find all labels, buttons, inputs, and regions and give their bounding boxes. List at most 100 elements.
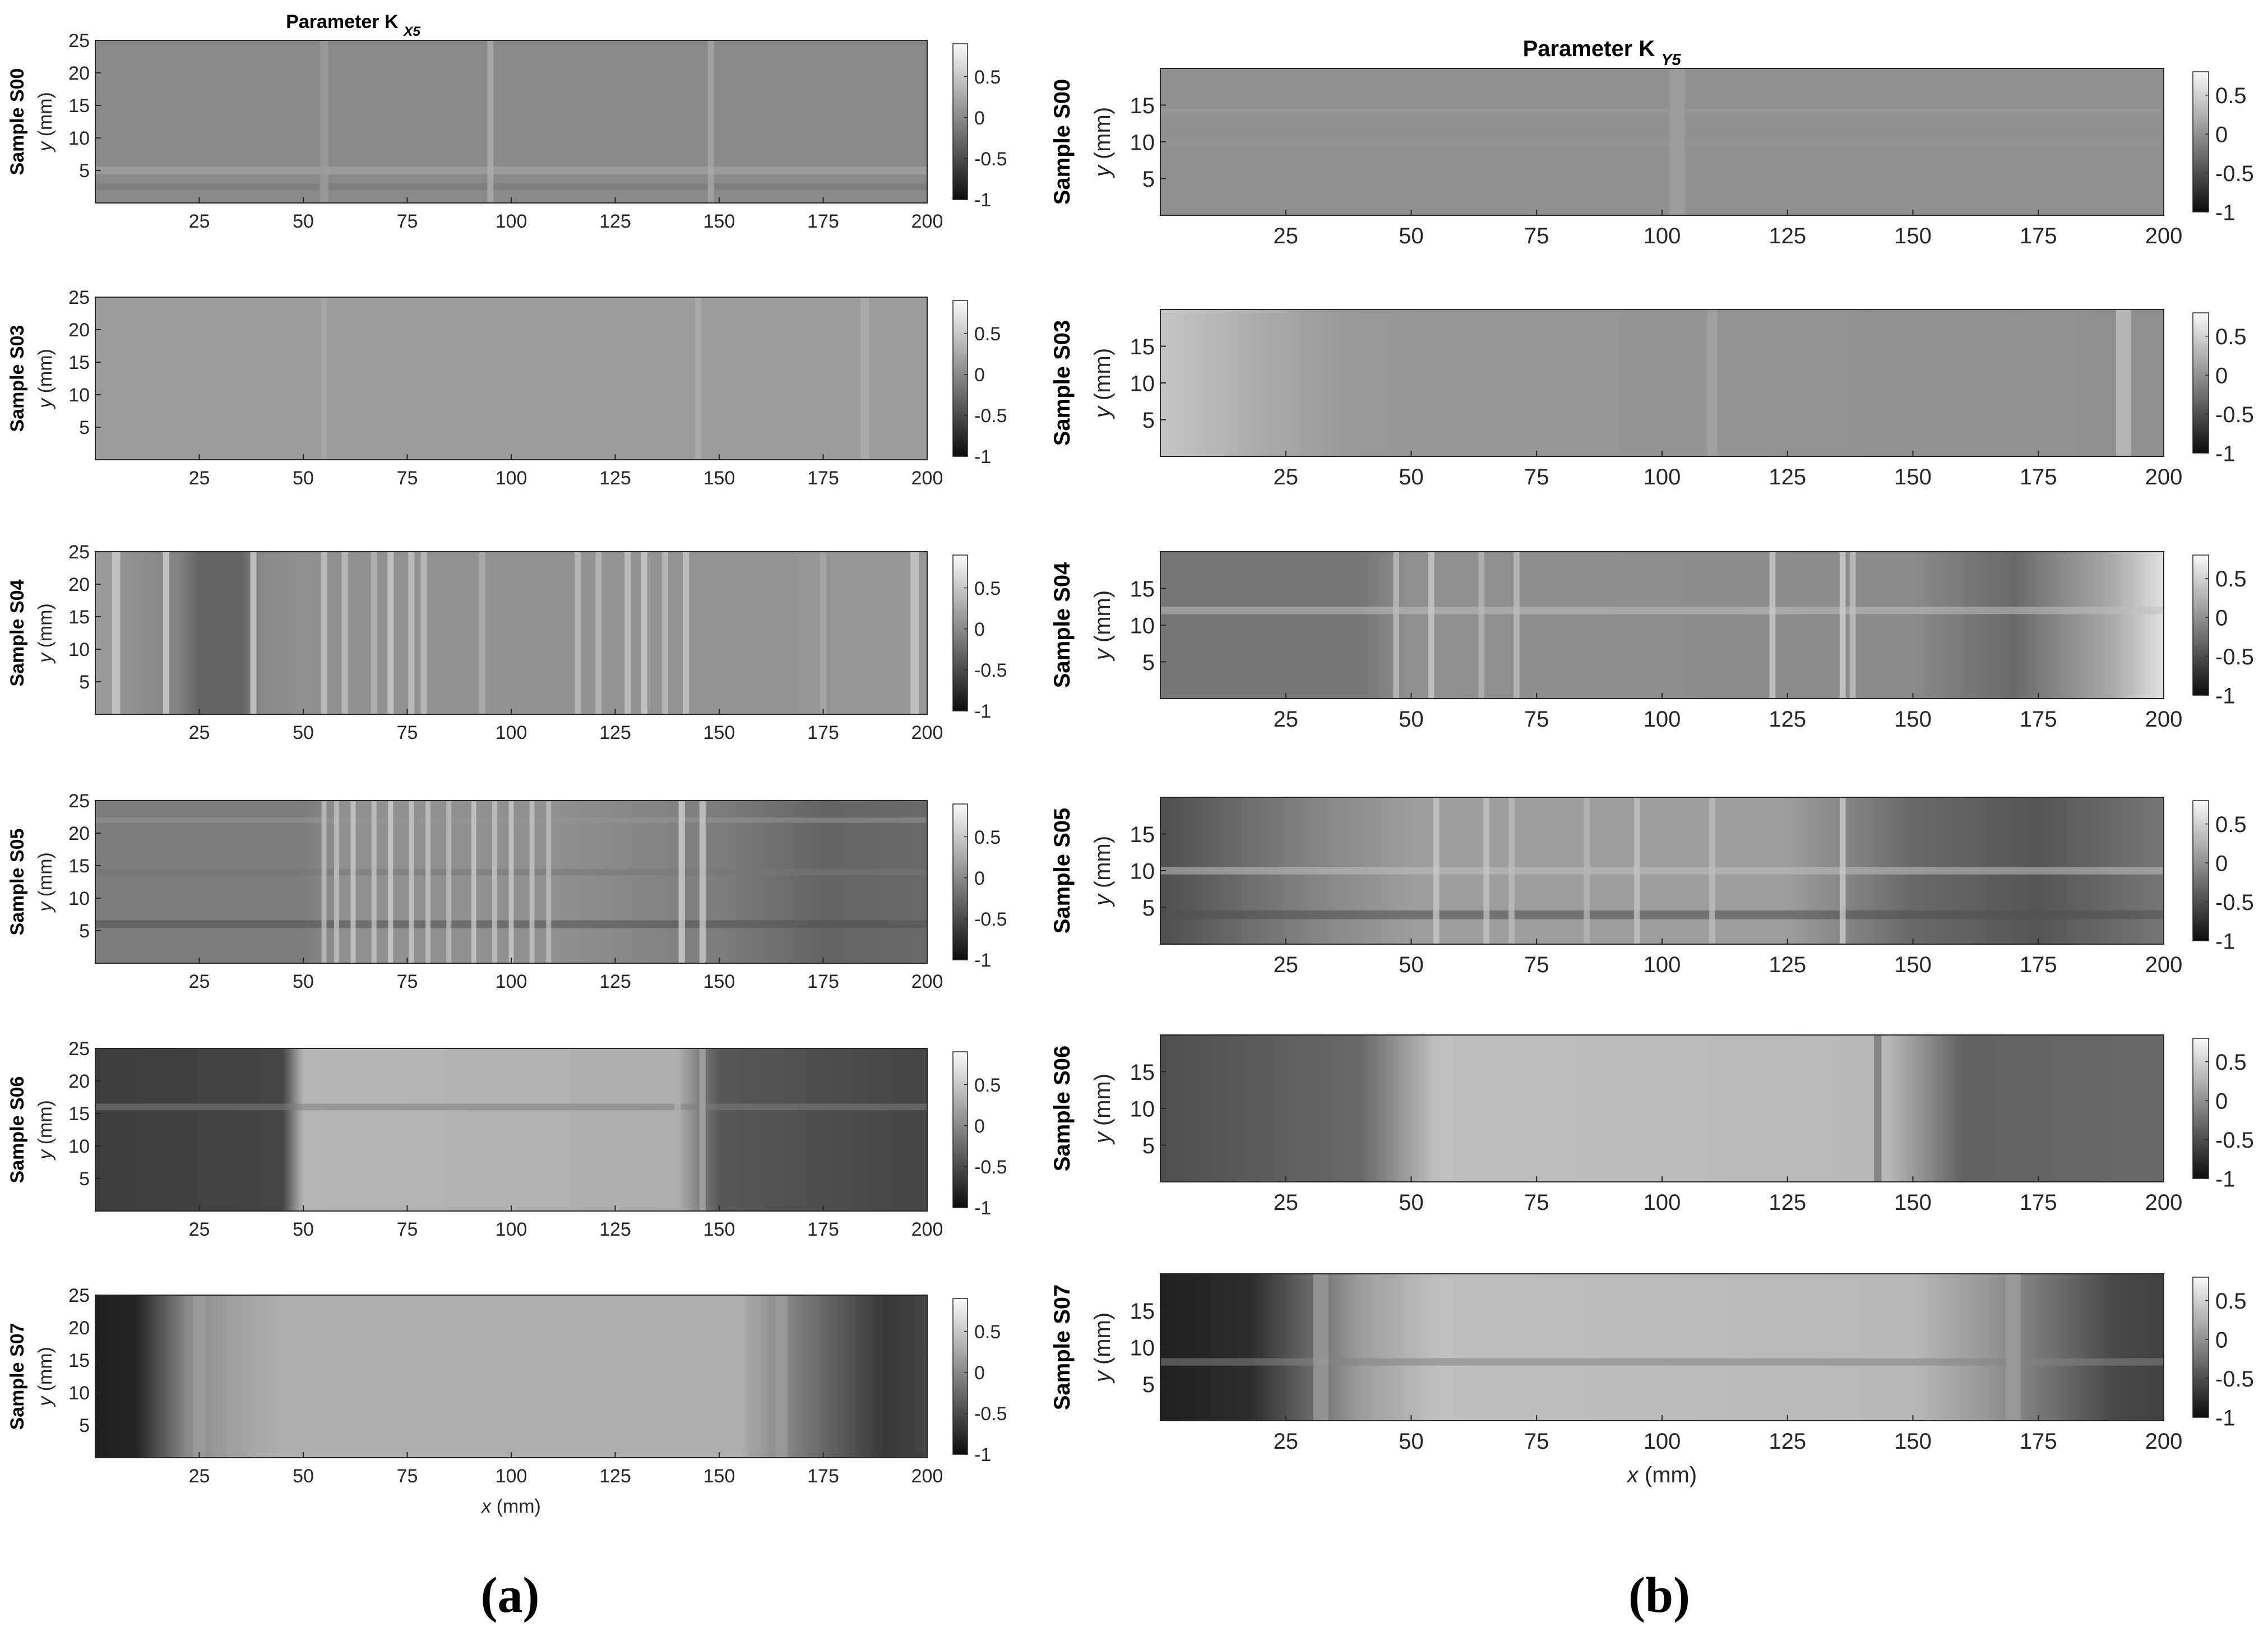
x-tick-label: 200 — [911, 468, 943, 489]
x-tick-label: 50 — [293, 1466, 314, 1487]
y-tick-label: 25 — [68, 791, 90, 812]
x-tick-label: 175 — [807, 1466, 839, 1487]
x-tick-label: 75 — [1524, 953, 1549, 977]
heatmap-stripe — [695, 297, 702, 460]
heatmap-band — [1160, 1358, 2164, 1366]
y-axis-label: y (mm) — [35, 92, 56, 152]
x-tick-label: 50 — [293, 971, 314, 992]
colorbar — [952, 1298, 968, 1455]
heatmap-stripe — [321, 552, 327, 714]
colorbar-tick-label: -1 — [974, 446, 991, 468]
colorbar-tick-label: -1 — [974, 1444, 991, 1466]
colorbar-tick-label: -0.5 — [2215, 645, 2254, 669]
colorbar-tick-label: 0.5 — [974, 67, 1001, 88]
x-tick-label: 50 — [1399, 707, 1424, 732]
heatmap-stripe — [341, 552, 348, 714]
heatmap-band — [1160, 138, 2164, 146]
heatmap-stripe — [387, 552, 394, 714]
heatmap-stripe — [226, 1295, 239, 1458]
x-tick-label: 25 — [189, 468, 210, 489]
heatmap-stripe — [683, 552, 689, 714]
y-tick-label: 15 — [68, 607, 90, 628]
x-tick-label: 175 — [2020, 707, 2057, 732]
y-tick-label: 5 — [79, 1168, 90, 1190]
heatmap-stripe — [371, 552, 377, 714]
x-tick-label: 75 — [397, 1466, 418, 1487]
heatmap-band — [1160, 109, 2164, 117]
sample-row-label: Sample S03 — [7, 325, 28, 432]
heatmap-stripe — [775, 1295, 788, 1458]
x-tick-label: 75 — [1524, 707, 1549, 732]
heatmap-stripe — [595, 552, 602, 714]
colorbar-tick-label: 0.5 — [2215, 567, 2247, 591]
x-tick-label: 125 — [1769, 1429, 1806, 1454]
colorbar — [2192, 71, 2209, 212]
colorbar — [2192, 800, 2209, 941]
heatmap-band — [1160, 910, 2164, 919]
colorbar-tick-label: 0.5 — [974, 323, 1001, 345]
heatmap-stripe — [1584, 797, 1590, 944]
colorbar — [952, 1051, 968, 1208]
sample-row-label: Sample S06 — [7, 1076, 28, 1184]
heatmap-stripe — [2116, 309, 2131, 456]
colorbar-tick-label: -0.5 — [2215, 1128, 2254, 1153]
x-tick-label: 125 — [1769, 953, 1806, 977]
colorbar — [2192, 554, 2209, 696]
heatmap-stripe — [1508, 797, 1515, 944]
y-tick-label: 20 — [68, 1071, 90, 1092]
heatmap-stripe — [409, 801, 414, 963]
y-tick-label: 20 — [68, 823, 90, 844]
x-tick-label: 100 — [1644, 953, 1681, 977]
x-tick-label: 175 — [807, 1219, 839, 1240]
y-tick-label: 10 — [1130, 371, 1155, 396]
x-tick-label: 200 — [911, 1466, 943, 1487]
x-tick-label: 100 — [1644, 224, 1681, 248]
x-tick-label: 150 — [703, 971, 735, 992]
heatmap-row-b-6: 25 50 75 100 125 150 175 200 5 10 15 y (mm) Sample S… — [1050, 1273, 2254, 1454]
y-tick-label: 5 — [1142, 1372, 1155, 1397]
x-tick-label: 200 — [2145, 953, 2183, 977]
heatmap-stripe — [1874, 1035, 1882, 1182]
x-tick-label: 25 — [189, 1219, 210, 1240]
colorbar-tick-label: -1 — [2215, 929, 2235, 954]
x-tick-label: 100 — [496, 211, 527, 232]
x-tick-label: 175 — [2020, 1429, 2057, 1454]
heatmap-field — [1160, 1035, 2164, 1182]
heatmap-stripe — [699, 801, 706, 963]
x-tick-label: 200 — [911, 1219, 943, 1240]
x-tick-label: 175 — [807, 722, 839, 743]
colorbar-tick-label: -0.5 — [2215, 1367, 2254, 1392]
heatmap-stripe — [1428, 552, 1434, 699]
y-axis-label: y (mm) — [1090, 836, 1115, 907]
heatmap-stripe — [746, 1295, 759, 1458]
heatmap-row-b-5: 25 50 75 100 125 150 175 200 5 10 15 y (mm) Sample S… — [1050, 1034, 2254, 1215]
x-tick-label: 125 — [599, 468, 631, 489]
colorbar-tick-label: 0.5 — [974, 827, 1001, 848]
colorbar-tick-label: -0.5 — [2215, 890, 2254, 915]
x-tick-label: 50 — [293, 1219, 314, 1240]
x-tick-label: 125 — [599, 211, 631, 232]
x-tick-label: 25 — [1274, 224, 1299, 248]
y-tick-label: 5 — [1142, 650, 1155, 675]
colorbar — [952, 554, 968, 711]
y-tick-label: 10 — [68, 1136, 90, 1157]
heatmap-field — [95, 297, 927, 460]
x-tick-label: 75 — [1524, 1429, 1549, 1454]
x-tick-label: 75 — [1524, 465, 1549, 489]
heatmap-stripe — [910, 552, 919, 714]
colorbar-tick-label: 0.5 — [2215, 84, 2247, 108]
heatmap-stripe — [334, 801, 339, 963]
x-tick-label: 75 — [397, 971, 418, 992]
y-tick-label: 15 — [68, 95, 90, 117]
heatmap-stripe — [321, 801, 327, 963]
sample-row-label: Sample S00 — [1050, 79, 1075, 205]
x-tick-label: 75 — [397, 1219, 418, 1240]
x-tick-label: 100 — [496, 1219, 527, 1240]
sample-row-label: Sample S05 — [7, 829, 28, 936]
x-tick-label: 150 — [703, 1466, 735, 1487]
y-tick-label: 10 — [68, 1383, 90, 1404]
x-tick-label: 175 — [807, 468, 839, 489]
sample-row-label: Sample S07 — [7, 1323, 28, 1430]
sample-row-label: Sample S05 — [1050, 808, 1075, 934]
heatmap-stripe — [425, 801, 431, 963]
